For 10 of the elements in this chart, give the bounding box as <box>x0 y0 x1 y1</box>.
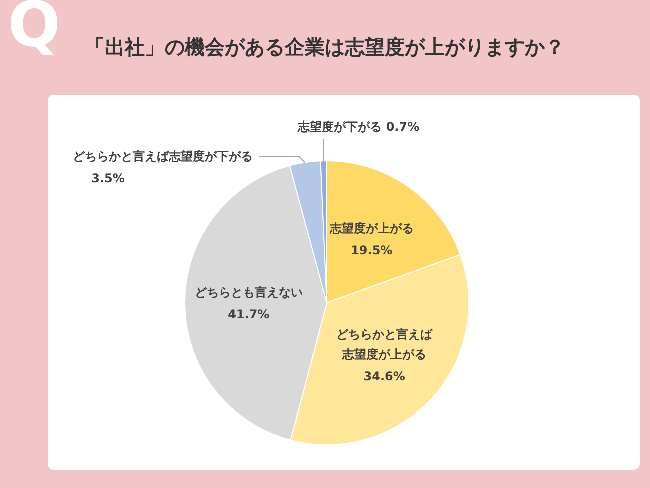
data-label: 34.6% <box>364 370 406 384</box>
data-label: 3.5% <box>92 172 125 186</box>
data-label: 19.5% <box>351 244 393 258</box>
slice-label: どちらかと言えば志望度が下がる <box>73 150 254 164</box>
slice-label: どちらとも言えない <box>194 286 303 300</box>
data-label: 41.7% <box>228 308 270 322</box>
slice-label: 志望度が下がる 0.7% <box>297 120 420 134</box>
chart-title: 「出社」の機会がある企業は志望度が上がりますか？ <box>85 35 565 59</box>
slice-label: 志望度が上がる <box>328 222 414 236</box>
slice-label: どちらかと言えば志望度が上がる <box>336 328 434 362</box>
